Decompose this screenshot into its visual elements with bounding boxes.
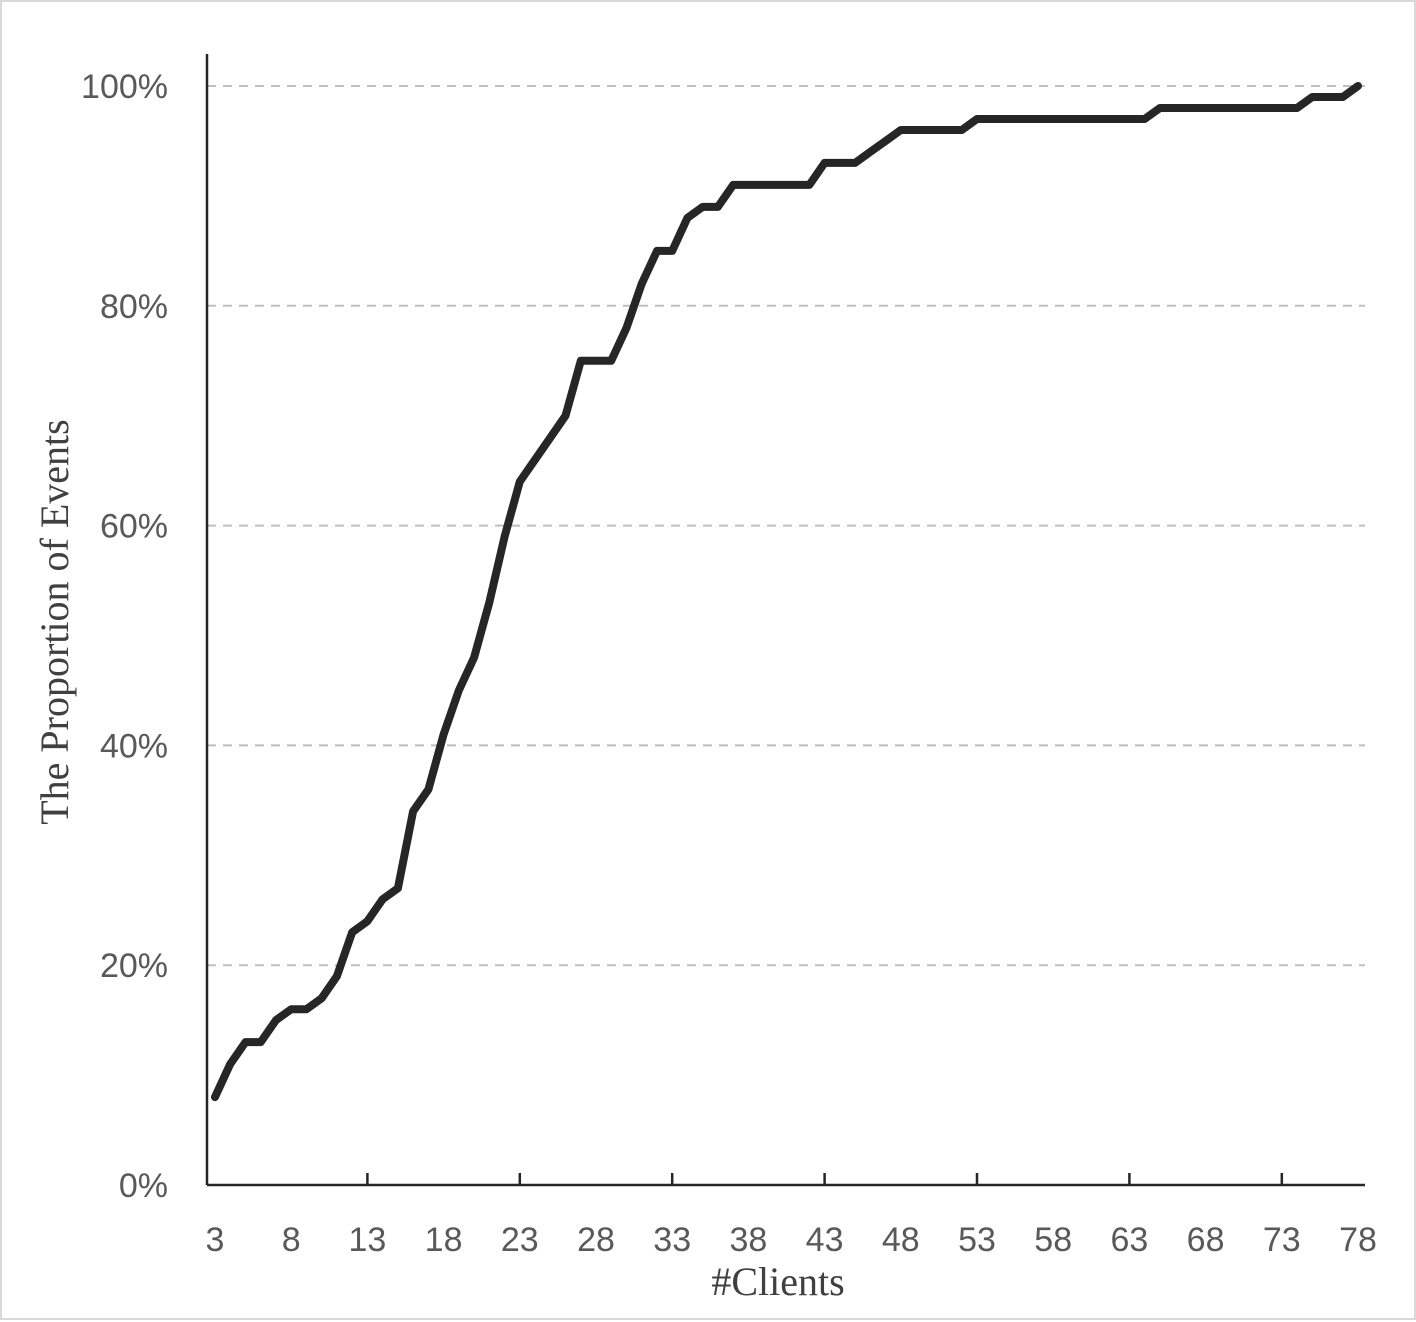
x-tick-label: 63 [1110,1221,1148,1259]
x-tick-label: 3 [206,1221,225,1259]
x-tick-label: 53 [958,1221,996,1259]
x-tick-label: 73 [1263,1221,1301,1259]
x-tick-label: 38 [729,1221,767,1259]
y-tick-label: 80% [100,288,168,326]
x-tick-label: 13 [348,1221,386,1259]
x-tick-label: 68 [1187,1221,1225,1259]
y-tick-label: 100% [81,68,168,106]
x-tick-label: 78 [1339,1221,1377,1259]
series-line-0 [211,82,1362,1102]
y-axis-ticks: 0% 20% 40% 60% 80% 100% [81,68,168,1205]
x-tick-label: 43 [806,1221,844,1259]
y-axis-title: The Proportion of Events [32,419,77,825]
y-tick-label: 20% [100,947,168,985]
series-group [211,82,1362,1102]
x-tick-label: 23 [501,1221,539,1259]
x-tick-label: 58 [1034,1221,1072,1259]
x-tick-label: 18 [425,1221,463,1259]
x-axis-title: #Clients [711,1259,844,1304]
x-tick-label: 48 [882,1221,920,1259]
x-tick-label: 33 [653,1221,691,1259]
y-tick-label: 0% [119,1167,168,1205]
axes [205,54,1365,1187]
x-tick-label: 8 [282,1221,301,1259]
x-tick-label: 28 [577,1221,615,1259]
x-axis-ticks: 3 8 13 18 23 28 33 38 43 48 53 58 63 68 73 78 [206,1173,1377,1259]
y-tick-label: 60% [100,508,168,546]
gridlines [207,85,1365,967]
y-tick-label: 40% [100,727,168,765]
